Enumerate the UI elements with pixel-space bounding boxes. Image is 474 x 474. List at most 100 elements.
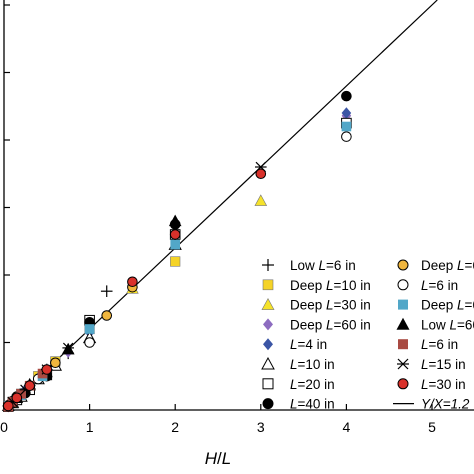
legend-text-suffix: =6 in <box>429 278 459 293</box>
legend-text-prefix: Deep <box>290 298 326 313</box>
legend-label: Deep L=60 in <box>290 317 371 332</box>
x-tick-label: 0 <box>0 419 8 435</box>
reference-line-layer <box>3 0 438 411</box>
legend-marker <box>262 398 274 410</box>
legend-text-prefix: Deep <box>421 258 457 273</box>
legend-text-var: L <box>457 258 465 273</box>
data-point <box>170 256 181 267</box>
legend-marker <box>262 279 274 291</box>
legend-marker <box>396 317 410 330</box>
x-label-l: L <box>222 449 231 468</box>
legend-text-var: L <box>290 377 298 392</box>
legend-text-suffix: =6 in <box>465 258 474 273</box>
data-point <box>2 400 14 412</box>
chart-axes: 0 1 2 3 4 5 <box>0 0 474 435</box>
legend-text-suffix: =20 in <box>298 377 335 392</box>
legend-label: Low L=60 in <box>421 317 474 332</box>
legend-marker <box>261 297 275 310</box>
legend-text-var: L <box>450 317 458 332</box>
legend-marker <box>262 259 274 271</box>
legend-label: Deep L=60 in <box>421 298 474 313</box>
data-point <box>341 131 352 142</box>
x-tick-label: 2 <box>171 419 179 435</box>
data-point <box>100 285 113 297</box>
legend-text-prefix: Low <box>290 258 319 273</box>
x-label-slash: / <box>217 449 222 468</box>
legend-text-var: L <box>326 298 334 313</box>
data-point <box>84 337 95 348</box>
legend-text-var: L <box>326 278 334 293</box>
legend-text-prefix: Deep <box>421 298 457 313</box>
legend-label: Deep L=30 in <box>290 298 371 313</box>
legend-text-var: L <box>290 337 298 352</box>
reference-line <box>3 0 438 411</box>
legend-text-var: L <box>457 298 465 313</box>
legend-label: L=40 in <box>290 397 335 412</box>
legend-label: L=10 in <box>290 357 335 372</box>
data-point <box>254 194 268 206</box>
data-point <box>41 364 53 375</box>
legend-text-suffix: =30 in <box>334 298 371 313</box>
legend-marker <box>261 356 275 370</box>
legend-label: L=15 in <box>421 357 466 372</box>
legend-text-var: L <box>421 357 429 372</box>
legend-text-suffix: =40 in <box>298 397 335 412</box>
data-point <box>127 276 138 288</box>
legend-text-suffix: =6 in <box>326 258 356 273</box>
legend-text-var: L <box>326 317 334 332</box>
data-point <box>169 229 181 240</box>
data-point <box>341 121 352 132</box>
legend-text-suffix: =60 in <box>334 317 371 332</box>
legend-text-prefix: Deep <box>290 317 326 332</box>
legend-text-prefix: Deep <box>290 278 326 293</box>
legend-marker <box>397 259 409 271</box>
legend-label: Low L=6 in <box>290 258 356 273</box>
legend-label-reference: Y/X=1.2 <box>421 397 470 412</box>
data-point <box>255 168 267 180</box>
x-tick-label: 5 <box>428 419 436 435</box>
legend-marker <box>398 339 408 350</box>
x-axis-label: H/L <box>205 449 231 468</box>
legend-text-var: L <box>319 258 327 273</box>
legend-text-suffix: =15 in <box>429 357 466 372</box>
x-tick-label: 1 <box>86 419 94 435</box>
data-point <box>11 392 23 404</box>
legend-marker <box>397 378 409 390</box>
x-label-h: H <box>205 449 218 468</box>
data-point <box>341 90 352 102</box>
legend-text-var: L <box>421 377 429 392</box>
legend-label: Deep L=6 in <box>421 258 474 273</box>
data-point <box>62 342 74 354</box>
data-point <box>84 324 95 334</box>
legend-text-suffix: =4 in <box>298 337 328 352</box>
legend-label: Deep L=10 in <box>290 278 371 293</box>
legend-text-var: L <box>421 337 429 352</box>
legend-marker <box>398 299 408 310</box>
legend-text-suffix: =10 in <box>334 278 371 293</box>
legend-text-prefix: Low <box>421 317 450 332</box>
data-point <box>50 357 61 369</box>
data-point <box>24 380 35 392</box>
legend-marker <box>397 279 409 291</box>
legend-text-var: L <box>290 397 298 412</box>
legend-label: L=6 in <box>421 337 458 352</box>
x-tick-label: 3 <box>257 419 265 435</box>
data-point <box>101 310 113 321</box>
data-point <box>170 239 180 250</box>
legend-text-suffix: =10 in <box>298 357 335 372</box>
legend-label: L=4 in <box>290 337 327 352</box>
legend-label: L=20 in <box>290 377 335 392</box>
legend-label: L=6 in <box>421 278 458 293</box>
legend-marker <box>397 358 409 370</box>
legend-marker <box>263 318 273 331</box>
legend-text-var: L <box>290 357 298 372</box>
legend-text-suffix: =30 in <box>429 377 466 392</box>
x-tick-label: 4 <box>343 419 351 435</box>
legend-label: L=30 in <box>421 377 466 392</box>
legend-text-suffix: =60 in <box>457 317 474 332</box>
legend-text-var: L <box>421 278 429 293</box>
legend-text-suffix: =6 in <box>429 337 459 352</box>
legend-marker <box>262 378 274 390</box>
